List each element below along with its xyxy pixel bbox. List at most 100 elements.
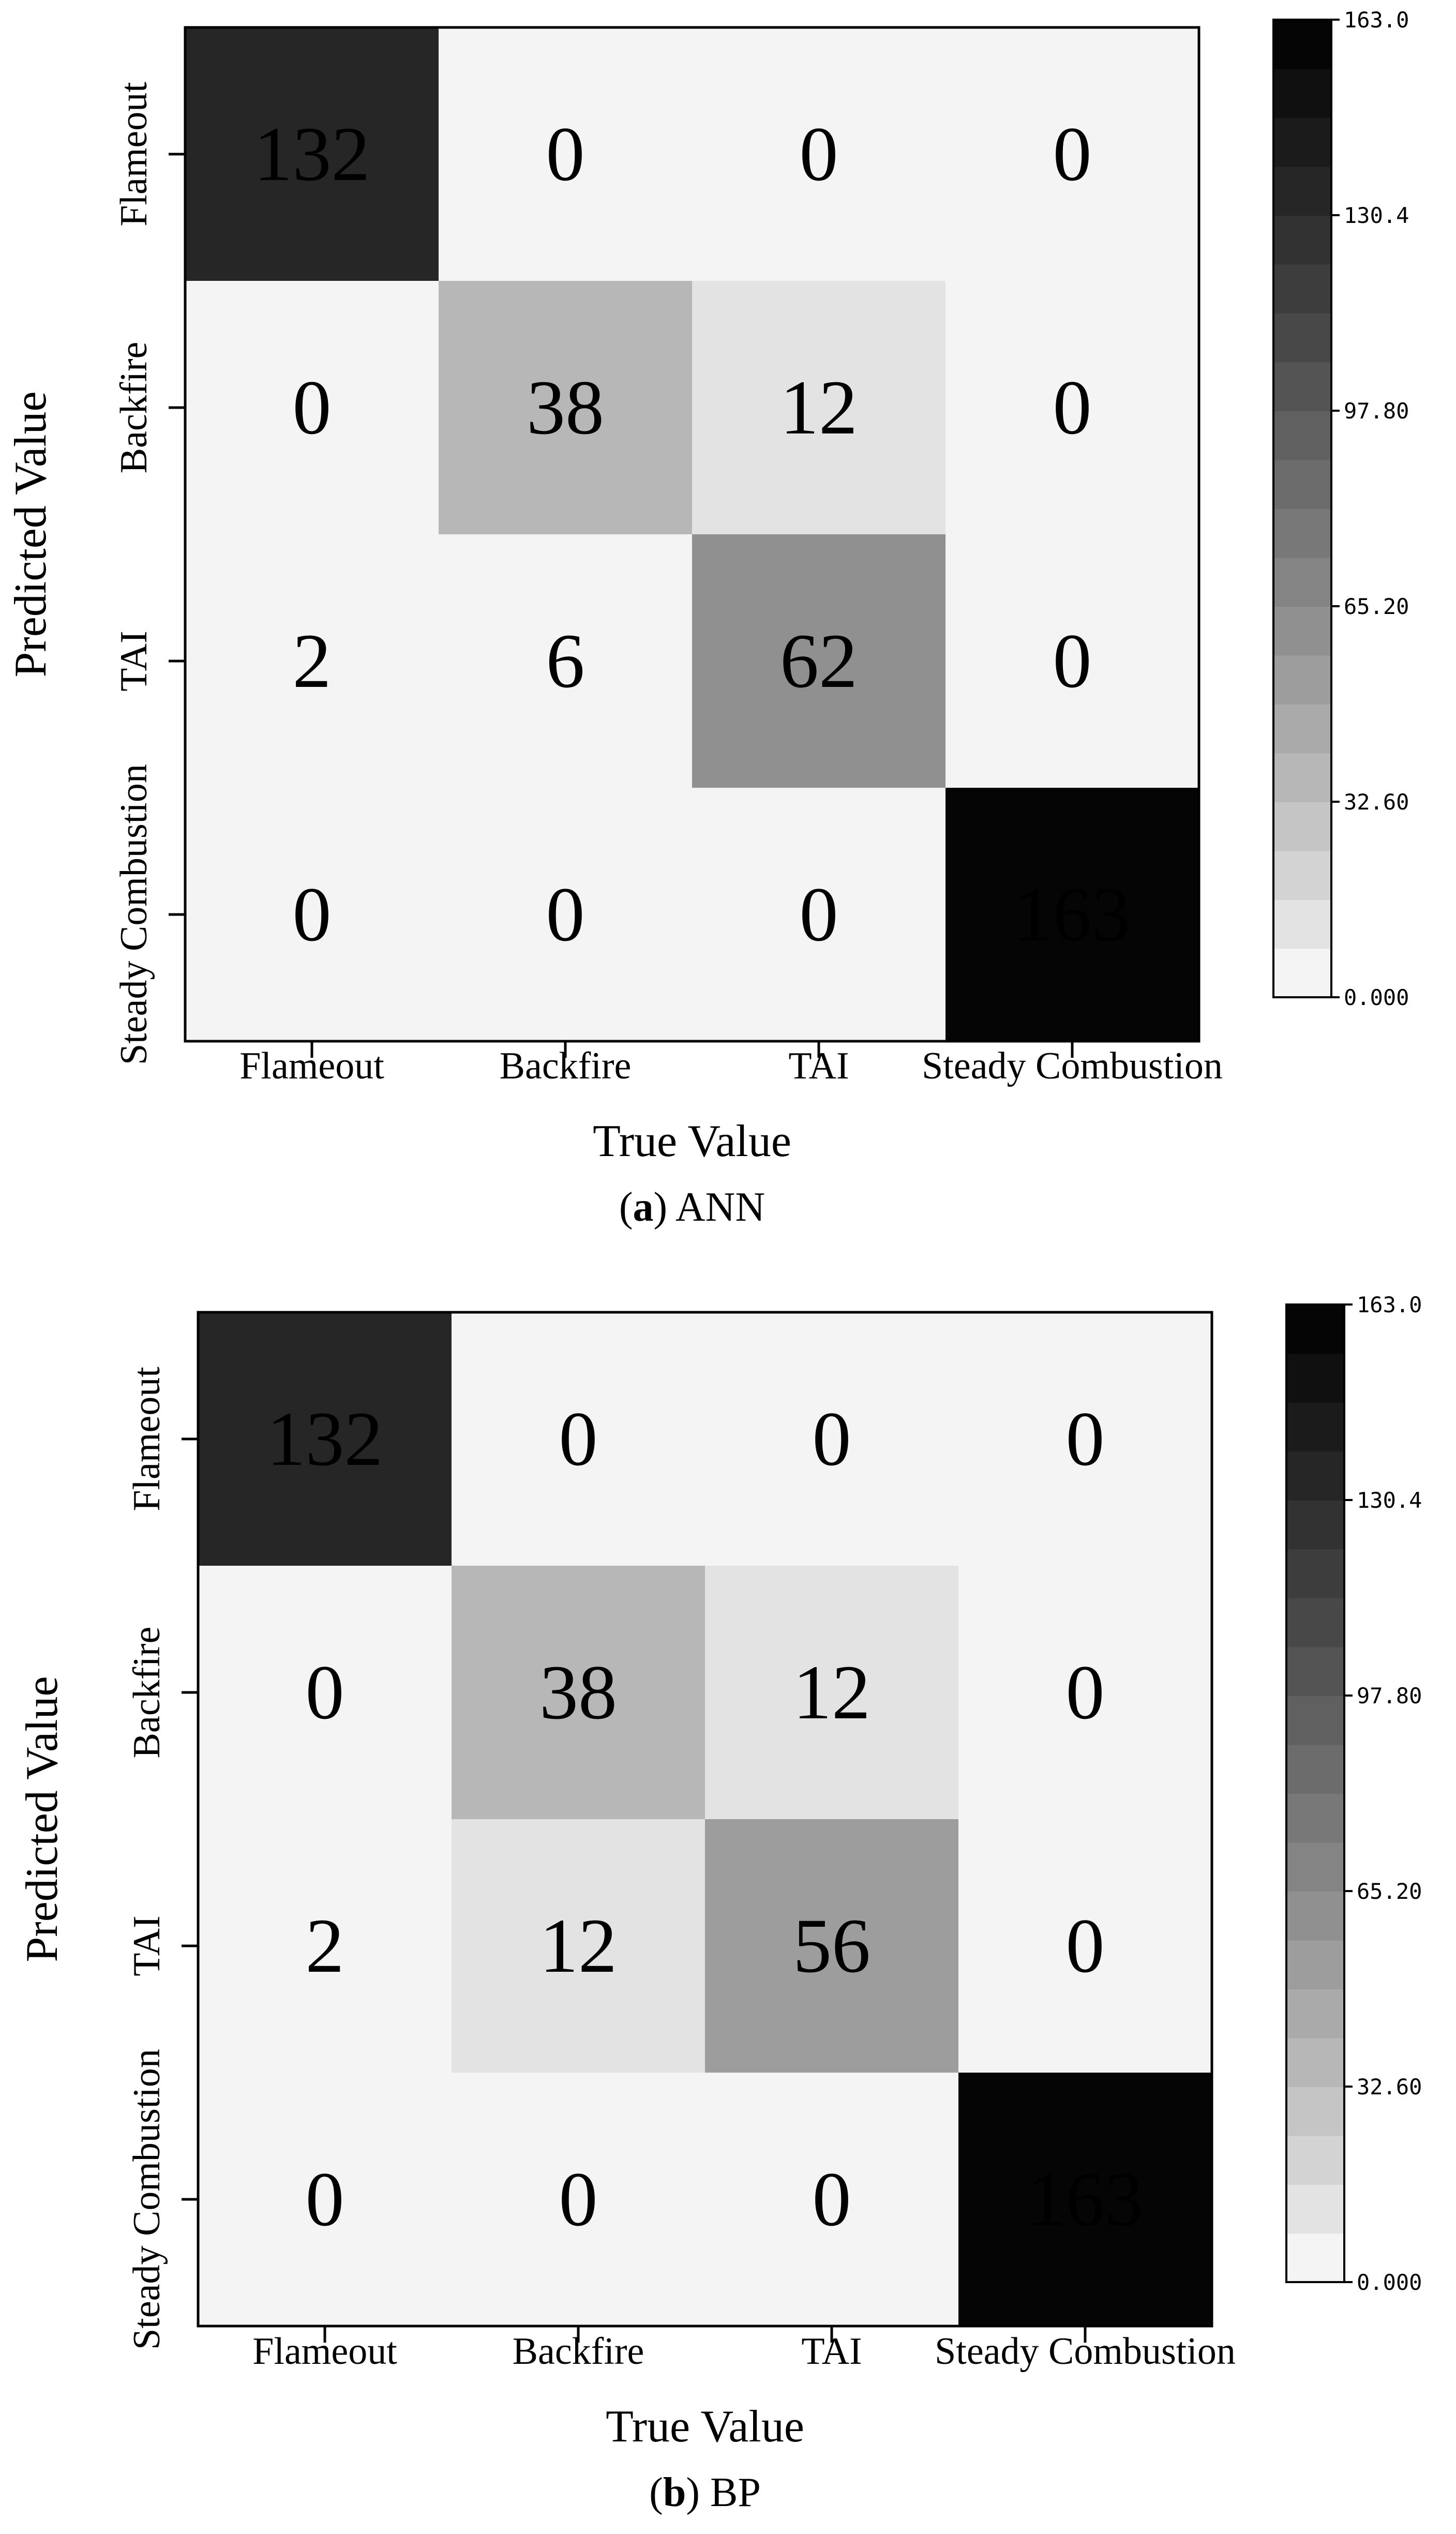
cell-value-label: 6 [546, 618, 585, 704]
colorbar-segment [1273, 655, 1331, 704]
panel-caption: (b) BP [649, 2470, 761, 2515]
cell-value-label: 38 [539, 1650, 617, 1735]
heatmap-cell [945, 27, 1199, 281]
heatmap-cell [945, 281, 1199, 534]
cell-value-label: 163 [1014, 872, 1131, 957]
cell-value-label: 0 [546, 872, 585, 957]
heatmap-cell [958, 1566, 1212, 1819]
chart-panel-b: 132 0 0 0 0 38 12 0 2 12 56 0 0 0 0 163 Flameout Backfire… [17, 1292, 1422, 2515]
heatmap-cell [198, 1312, 452, 1566]
colorbar-segment [1273, 459, 1331, 509]
cell-value-label: 0 [306, 2156, 344, 2242]
heatmap-cell [452, 2073, 705, 2326]
x-tick-label: TAI [788, 1045, 849, 1087]
cell-value-label: 0 [306, 1650, 344, 1735]
colorbar-frame [1285, 1303, 1345, 2283]
colorbar-segment [1273, 606, 1331, 656]
colorbar-segment [1273, 166, 1331, 216]
colorbar-segment [1273, 215, 1331, 265]
heatmap-cell [198, 2073, 452, 2326]
x-axis-title: True Value [593, 1116, 791, 1166]
colorbar-segment [1286, 2233, 1344, 2283]
heatmap-cell [692, 534, 945, 788]
x-tick-label: Backfire [513, 2330, 644, 2373]
cell-value-label: 0 [1066, 1396, 1105, 1482]
cell-value-label: 0 [1053, 618, 1092, 704]
heatmap-cell [705, 2073, 958, 2326]
colorbar-tick-label: 65.20 [1357, 1879, 1422, 1904]
heatmap-cell [185, 788, 439, 1041]
colorbar: 163.0 130.4 97.80 65.20 32.60 0.000 [1285, 1292, 1422, 2295]
heatmap-cell [185, 27, 439, 281]
colorbar-segment [1273, 557, 1331, 607]
colorbar-segment [1286, 1940, 1344, 1989]
cell-value-label: 0 [800, 872, 838, 957]
colorbar-segment [1273, 362, 1331, 411]
cell-value-label: 0 [293, 365, 332, 451]
cell-value-label: 12 [539, 1903, 617, 1989]
colorbar-segment [1286, 1646, 1344, 1696]
colorbar-tick-label: 97.80 [1344, 398, 1409, 424]
colorbar-segment [1286, 1842, 1344, 1892]
colorbar-tick-label: 163.0 [1357, 1292, 1422, 1317]
x-tick-label: Flameout [252, 2330, 397, 2373]
y-tick-label: Flameout [113, 82, 155, 227]
colorbar-segment [1273, 411, 1331, 460]
cell-value-label: 0 [1066, 1903, 1105, 1989]
colorbar-segment [1286, 1989, 1344, 2038]
colorbar-segment [1273, 802, 1331, 851]
cell-value-label: 0 [800, 111, 838, 197]
colorbar-segment [1286, 2037, 1344, 2087]
colorbar-segment [1273, 508, 1331, 558]
heatmap-cell [198, 1566, 452, 1819]
y-tick-label: TAI [113, 631, 155, 691]
y-tick-label: Steady Combustion [113, 764, 155, 1065]
colorbar-segment [1286, 1549, 1344, 1598]
heatmap-cell [439, 788, 692, 1041]
heatmap-cell [439, 534, 692, 788]
heatmap-cell [439, 27, 692, 281]
heatmap-cell [958, 1312, 1212, 1566]
y-tick-label: Backfire [126, 1627, 168, 1759]
colorbar-segment [1273, 20, 1331, 69]
cell-value-label: 0 [559, 2156, 598, 2242]
heatmap-cell [958, 1819, 1212, 2073]
heatmap-cell [705, 1566, 958, 1819]
colorbar-segment [1286, 2135, 1344, 2185]
heatmap-cell [705, 1312, 958, 1566]
colorbar-segment [1286, 1598, 1344, 1647]
colorbar-segment [1273, 264, 1331, 313]
cell-value-label: 56 [793, 1903, 870, 1989]
x-tick-label: TAI [801, 2330, 862, 2373]
x-axis-title: True Value [606, 2402, 804, 2452]
colorbar-segment [1286, 1305, 1344, 1354]
heatmap-cell [452, 1819, 705, 2073]
cell-value-label: 0 [293, 872, 332, 957]
colorbar-tick-label: 130.4 [1344, 203, 1409, 228]
cell-value-label: 38 [527, 365, 604, 451]
cell-value-label: 2 [306, 1903, 344, 1989]
cell-value-label: 0 [1053, 111, 1092, 197]
y-axis-title: Predicted Value [6, 391, 56, 677]
colorbar-segment [1273, 68, 1331, 118]
y-tick-label: Flameout [126, 1367, 168, 1511]
colorbar-segment [1286, 2087, 1344, 2136]
colorbar-segment [1273, 313, 1331, 363]
heatmap-cell [185, 281, 439, 534]
cell-value-label: 0 [559, 1396, 598, 1482]
cell-value-label: 2 [293, 618, 332, 704]
heatmap-cell [439, 281, 692, 534]
heatmap-cell [198, 1819, 452, 2073]
colorbar-tick-label: 65.20 [1344, 594, 1409, 619]
cell-value-label: 0 [1053, 365, 1092, 451]
colorbar-segment [1286, 1353, 1344, 1403]
colorbar-segment [1273, 117, 1331, 167]
colorbar-segment [1273, 753, 1331, 802]
colorbar-segment [1273, 948, 1331, 998]
colorbar-tick-label: 0.000 [1344, 985, 1409, 1010]
cell-value-label: 163 [1027, 2156, 1144, 2242]
colorbar-segment [1286, 1696, 1344, 1745]
colorbar-segment [1273, 850, 1331, 900]
colorbar: 163.0 130.4 97.80 65.20 32.60 0.000 [1272, 7, 1409, 1010]
